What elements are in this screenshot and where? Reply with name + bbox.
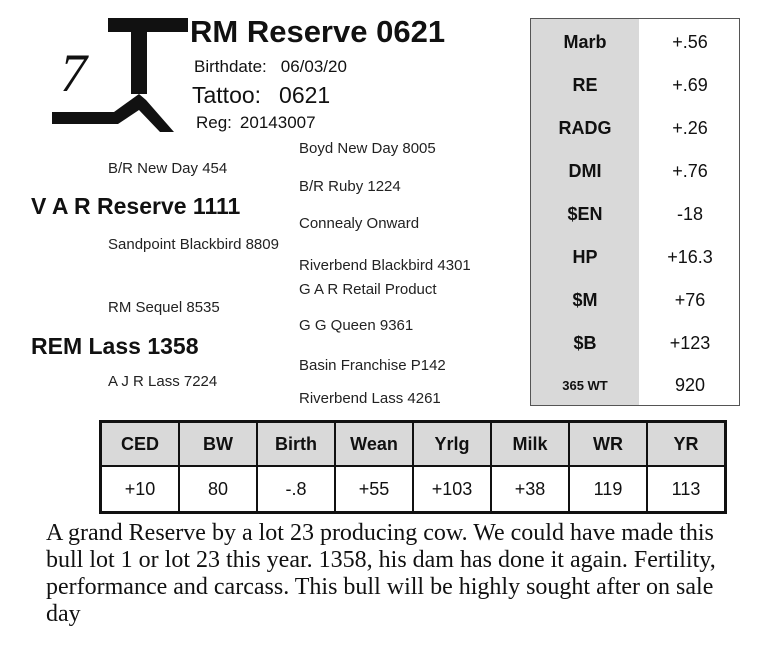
pedigree-dam-sire-sire: G A R Retail Product xyxy=(299,281,437,298)
pedigree-dam-dam-sire: Basin Franchise P142 xyxy=(299,357,446,374)
epd-value-wr: 119 xyxy=(568,465,648,514)
epd-row-hp: HP +16.3 xyxy=(572,247,713,267)
lot-description: A grand Reserve by a lot 23 producing co… xyxy=(46,520,716,627)
pedigree-dam-sire-dam: G G Queen 9361 xyxy=(299,317,414,334)
reg-value: 20143007 xyxy=(239,113,316,132)
tattoo-value: 0621 xyxy=(279,82,331,108)
epd-header-yrlg: Yrlg xyxy=(412,420,492,467)
epd-row-m: $M +76 xyxy=(572,290,706,310)
epd-row-en: $EN -18 xyxy=(567,204,703,224)
epd-value-birth: -.8 xyxy=(256,465,336,514)
epd-header-yr: YR xyxy=(646,420,727,467)
epd-row-365wt: 365 WT 920 xyxy=(562,375,706,395)
bull-name: RM Reserve 0621 xyxy=(190,14,446,49)
pedigree-sire-dam: Sandpoint Blackbird 8809 xyxy=(108,236,279,253)
pedigree-sire: V A R Reserve 1111 xyxy=(31,193,241,219)
epd-header-row: CED BW Birth Wean Yrlg Milk WR YR xyxy=(99,420,727,467)
epd-header-bw: BW xyxy=(178,420,258,467)
epd-value-wean: +55 xyxy=(334,465,414,514)
growth-epd-table: CED BW Birth Wean Yrlg Milk WR YR +10 80… xyxy=(99,420,727,514)
epd-value-yr: 113 xyxy=(646,465,727,514)
epd-header-wr: WR xyxy=(568,420,648,467)
tattoo-row: Tattoo: 0621 xyxy=(192,82,330,109)
pedigree-dam-dam: A J R Lass 7224 xyxy=(108,373,218,390)
birthdate-value: 06/03/20 xyxy=(280,57,347,76)
epd-row-b: $B +123 xyxy=(573,333,711,353)
epd-value-ced: +10 xyxy=(99,465,180,514)
lot-number: 7 xyxy=(60,43,87,103)
reg-label: Reg: xyxy=(196,113,232,132)
brand-mark xyxy=(52,18,188,132)
pedigree-sire-sire-dam: B/R Ruby 1224 xyxy=(299,178,401,195)
epd-row-marb: Marb +.56 xyxy=(563,32,708,52)
pedigree-sire-dam-sire: Connealy Onward xyxy=(299,215,420,232)
epd-value-milk: +38 xyxy=(490,465,570,514)
pedigree-sire-sire: B/R New Day 454 xyxy=(108,160,228,177)
epd-row-radg: RADG +.26 xyxy=(558,118,708,138)
epd-header-milk: Milk xyxy=(490,420,570,467)
birthdate-label: Birthdate: xyxy=(194,57,267,76)
epd-header-wean: Wean xyxy=(334,420,414,467)
epd-header-ced: CED xyxy=(99,420,180,467)
pedigree-dam-sire: RM Sequel 8535 xyxy=(108,299,220,316)
birthdate-row: Birthdate: 06/03/20 xyxy=(194,57,347,77)
pedigree-dam: REM Lass 1358 xyxy=(31,333,199,359)
epd-row-re: RE +.69 xyxy=(572,75,708,95)
pedigree-sire-sire-sire: Boyd New Day 8005 xyxy=(299,140,436,157)
pedigree-dam-dam-dam: Riverbend Lass 4261 xyxy=(299,390,441,407)
epd-value-bw: 80 xyxy=(178,465,258,514)
epd-value-row: +10 80 -.8 +55 +103 +38 119 113 xyxy=(99,465,727,514)
epd-value-yrlg: +103 xyxy=(412,465,492,514)
epd-header-birth: Birth xyxy=(256,420,336,467)
registration-row: Reg: 20143007 xyxy=(196,113,316,133)
pedigree-sire-dam-dam: Riverbend Blackbird 4301 xyxy=(299,257,471,274)
epd-row-dmi: DMI +.76 xyxy=(568,161,708,181)
carcass-epd-panel: Marb +.56 RE +.69 RADG +.26 DMI +.76 $EN -18 … xyxy=(530,18,740,406)
tattoo-label: Tattoo: xyxy=(192,82,262,108)
